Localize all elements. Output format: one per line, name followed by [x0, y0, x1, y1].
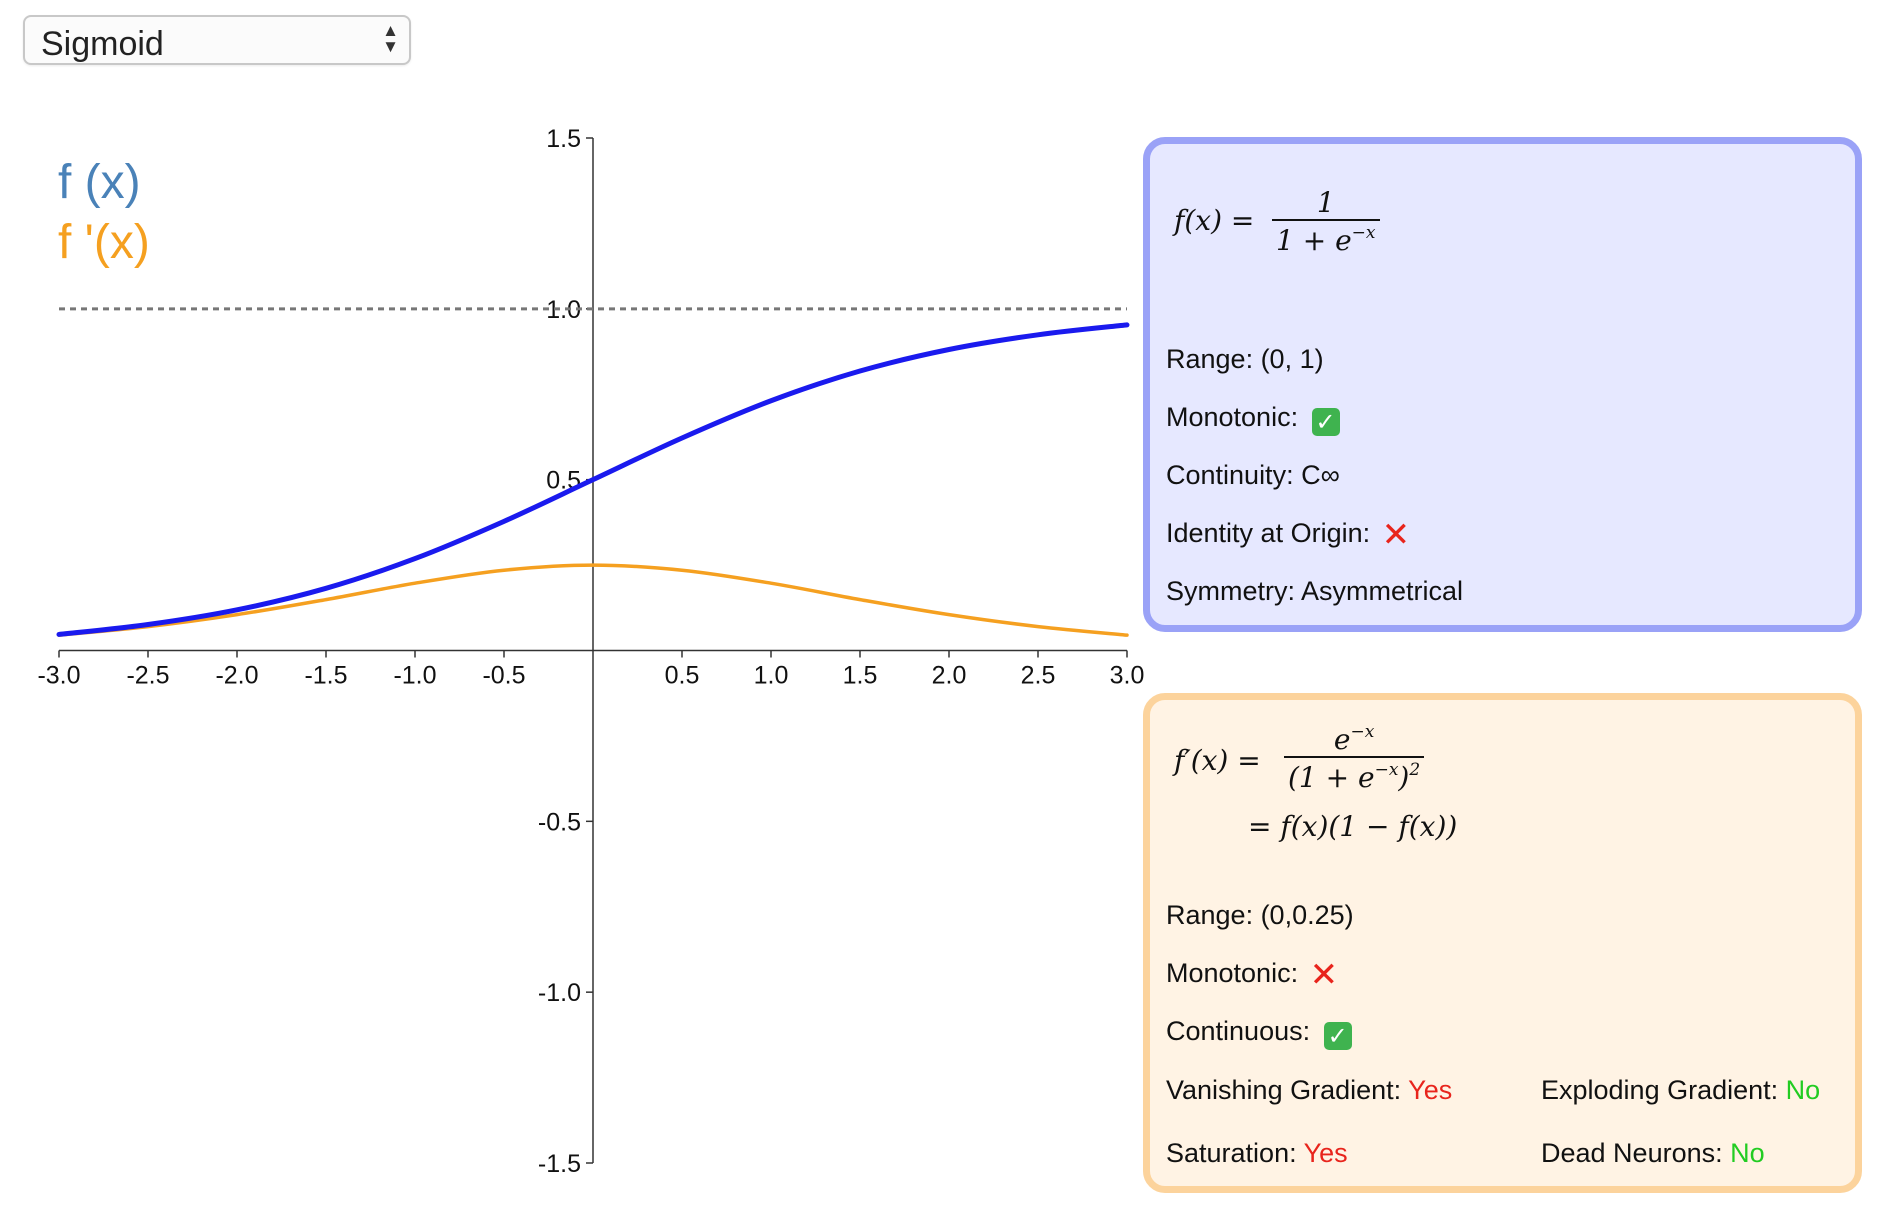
derivative-numerator: e−x — [1284, 722, 1424, 756]
x-tick-label-1: -2.5 — [126, 662, 169, 690]
legend-f: f (x) — [58, 156, 141, 209]
fp-continuous-label: Continuous: — [1166, 1016, 1311, 1046]
formula-lhs: f(x) = — [1174, 204, 1255, 237]
derivative-den-exp2: 2 — [1409, 760, 1421, 780]
fp-saturation-value: Yes — [1303, 1138, 1348, 1168]
formula-denominator: 1 + e−x — [1272, 219, 1380, 257]
activation-select-value: Sigmoid — [41, 25, 164, 63]
fp-vanishing-value: Yes — [1408, 1075, 1453, 1105]
derivative-lhs: f′(x) = — [1174, 744, 1261, 777]
f-monotonic: Monotonic: ✓ — [1166, 402, 1340, 436]
fp-saturation-label: Saturation: — [1166, 1138, 1297, 1168]
x-tick-label-9: 2.0 — [932, 662, 967, 690]
function-info-panel: f(x) = 1 1 + e−x Range: (0, 1) Monotonic… — [1143, 137, 1862, 632]
y-tick-label-3: -0.5 — [538, 808, 581, 836]
y-tick-label-4: -1.0 — [538, 979, 581, 1007]
activation-select[interactable]: Sigmoid ▲ ▼ — [23, 15, 411, 65]
derivative-fraction: e−x (1 + e−x)2 — [1284, 722, 1425, 794]
axes: -3.0 -2.5 -2.0 -1.5 -1.0 -0.5 0.5 1.0 1.5 2.0 2.5 3… — [37, 125, 1144, 1178]
fp-saturation: Saturation: Yes — [1166, 1138, 1348, 1169]
fp-exploding: Exploding Gradient: No — [1541, 1075, 1820, 1106]
legend-fprime: f '(x) — [58, 216, 150, 269]
select-arrows-icon: ▲ ▼ — [382, 21, 399, 56]
formula-den-base: 1 + e — [1276, 224, 1352, 257]
y-tick-label-5: -1.5 — [538, 1150, 581, 1178]
f-monotonic-label: Monotonic: — [1166, 402, 1299, 432]
fp-dead: Dead Neurons: No — [1541, 1138, 1765, 1169]
fp-dead-label: Dead Neurons: — [1541, 1138, 1723, 1168]
f-continuity: Continuity: C∞ — [1166, 460, 1340, 490]
derivative-den-exp1: −x — [1374, 760, 1399, 780]
x-tick-label-6: 0.5 — [665, 662, 700, 690]
series-fprime-line — [57, 563, 1129, 637]
x-tick-label-5: -0.5 — [482, 662, 525, 690]
y-tick-label-1: 1.0 — [546, 296, 581, 324]
f-identity: Identity at Origin: ✕ — [1166, 515, 1411, 555]
x-tick-label-8: 1.5 — [843, 662, 878, 690]
derivative-num-base: e — [1333, 723, 1351, 756]
formula-fraction: 1 1 + e−x — [1272, 186, 1380, 257]
f-symmetry: Symmetry: Asymmetrical — [1166, 576, 1464, 606]
series-f-line — [56, 322, 1130, 637]
formula-numerator: 1 — [1316, 186, 1335, 219]
derivative-num-exp: −x — [1350, 722, 1375, 742]
cross-icon: ✕ — [1309, 955, 1339, 995]
x-tick-label-11: 3.0 — [1110, 662, 1145, 690]
x-tick-label-10: 2.5 — [1021, 662, 1056, 690]
x-tick-label-4: -1.0 — [393, 662, 436, 690]
fp-exploding-label: Exploding Gradient: — [1541, 1075, 1779, 1105]
derivative-den-base: (1 + e — [1288, 761, 1375, 794]
x-tick-label-0: -3.0 — [37, 662, 80, 690]
derivative-den-close: ) — [1398, 761, 1410, 794]
derivative-line2: = f(x)(1 − f(x)) — [1248, 810, 1458, 843]
fp-dead-value: No — [1730, 1138, 1765, 1168]
f-identity-label: Identity at Origin: — [1166, 518, 1371, 548]
fp-vanishing: Vanishing Gradient: Yes — [1166, 1075, 1452, 1106]
series-layer — [56, 322, 1130, 637]
x-tick-label-2: -2.0 — [215, 662, 258, 690]
x-tick-label-3: -1.5 — [304, 662, 347, 690]
x-tick-label-7: 1.0 — [754, 662, 789, 690]
derivative-denominator: (1 + e−x)2 — [1284, 756, 1425, 794]
f-range: Range: (0, 1) — [1166, 344, 1324, 374]
formula-den-exp: −x — [1351, 223, 1376, 243]
cross-icon: ✕ — [1381, 515, 1411, 555]
check-icon: ✓ — [1323, 1022, 1352, 1050]
fp-monotonic-label: Monotonic: — [1166, 958, 1299, 988]
derivative-info-panel: f′(x) = e−x (1 + e−x)2 = f(x)(1 − f(x)) … — [1143, 693, 1862, 1193]
fp-continuous: Continuous: ✓ — [1166, 1016, 1352, 1050]
fp-vanishing-label: Vanishing Gradient: — [1166, 1075, 1402, 1105]
check-icon: ✓ — [1311, 408, 1340, 436]
fp-monotonic: Monotonic: ✕ — [1166, 955, 1339, 995]
fp-exploding-value: No — [1785, 1075, 1821, 1105]
y-tick-label-0: 1.5 — [546, 125, 581, 153]
fp-range: Range: (0,0.25) — [1166, 900, 1354, 930]
